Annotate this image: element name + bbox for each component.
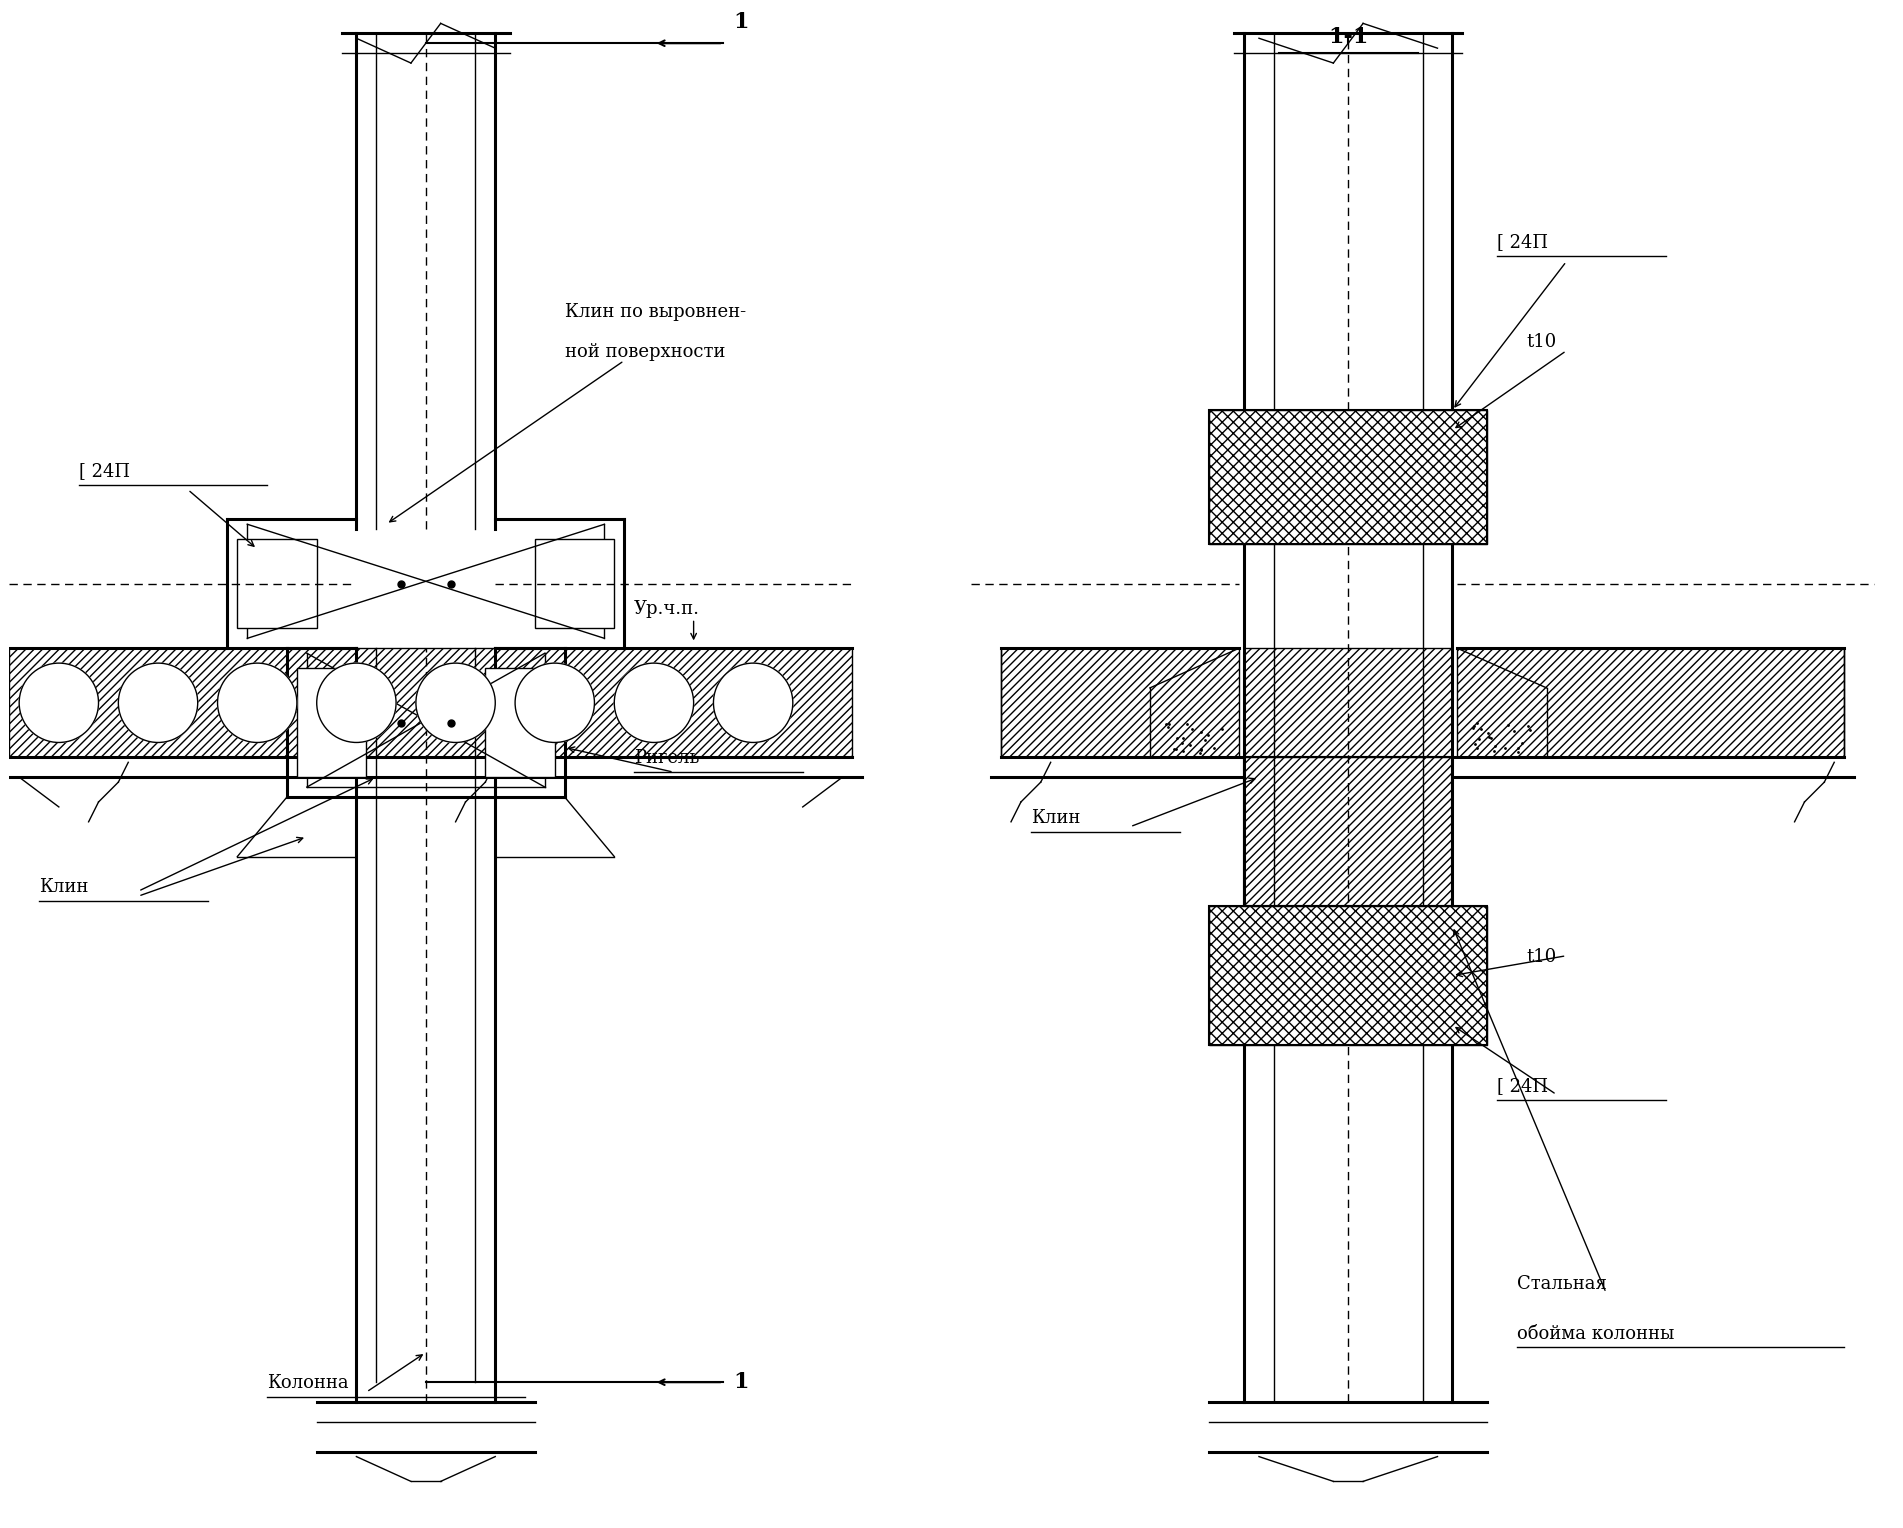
Text: Клин по выровнен-: Клин по выровнен- [565,303,746,321]
Bar [1210,906,1486,1045]
Bar [1245,758,1452,906]
Circle shape [714,663,794,743]
Bar [1245,758,1452,906]
Text: обойма колонны: обойма колонны [1517,1325,1675,1343]
Bar [1245,648,1452,758]
Bar [535,539,615,628]
Text: t10: t10 [1526,333,1557,351]
Bar [1210,906,1486,1045]
Bar [485,668,556,778]
Circle shape [615,663,693,743]
Bar [1001,648,1239,758]
Circle shape [516,663,594,743]
Text: [ 24П: [ 24П [78,461,129,480]
Text: t10: t10 [1526,947,1557,966]
Bar [1210,410,1486,544]
Text: 1: 1 [733,11,748,34]
Circle shape [19,663,99,743]
Text: [ 24П: [ 24П [1498,1077,1547,1094]
Bar [297,668,365,778]
Text: Клин: Клин [38,879,88,897]
Circle shape [316,663,396,743]
Bar [10,648,853,758]
Text: ной поверхности: ной поверхности [565,342,725,361]
Text: Стальная: Стальная [1517,1274,1606,1293]
Circle shape [118,663,198,743]
Text: Ригель: Ригель [634,749,700,767]
Circle shape [217,663,297,743]
Bar [238,539,316,628]
Text: Клин: Клин [1031,808,1081,827]
Bar [1210,410,1486,544]
Text: Колонна: Колонна [266,1374,348,1392]
Text: [ 24П: [ 24П [1498,234,1547,252]
Text: 1-1: 1-1 [1328,26,1368,49]
Bar [1458,648,1844,758]
Circle shape [417,663,495,743]
Text: Ур.ч.п.: Ур.ч.п. [634,601,700,619]
Text: 1: 1 [733,1371,748,1394]
